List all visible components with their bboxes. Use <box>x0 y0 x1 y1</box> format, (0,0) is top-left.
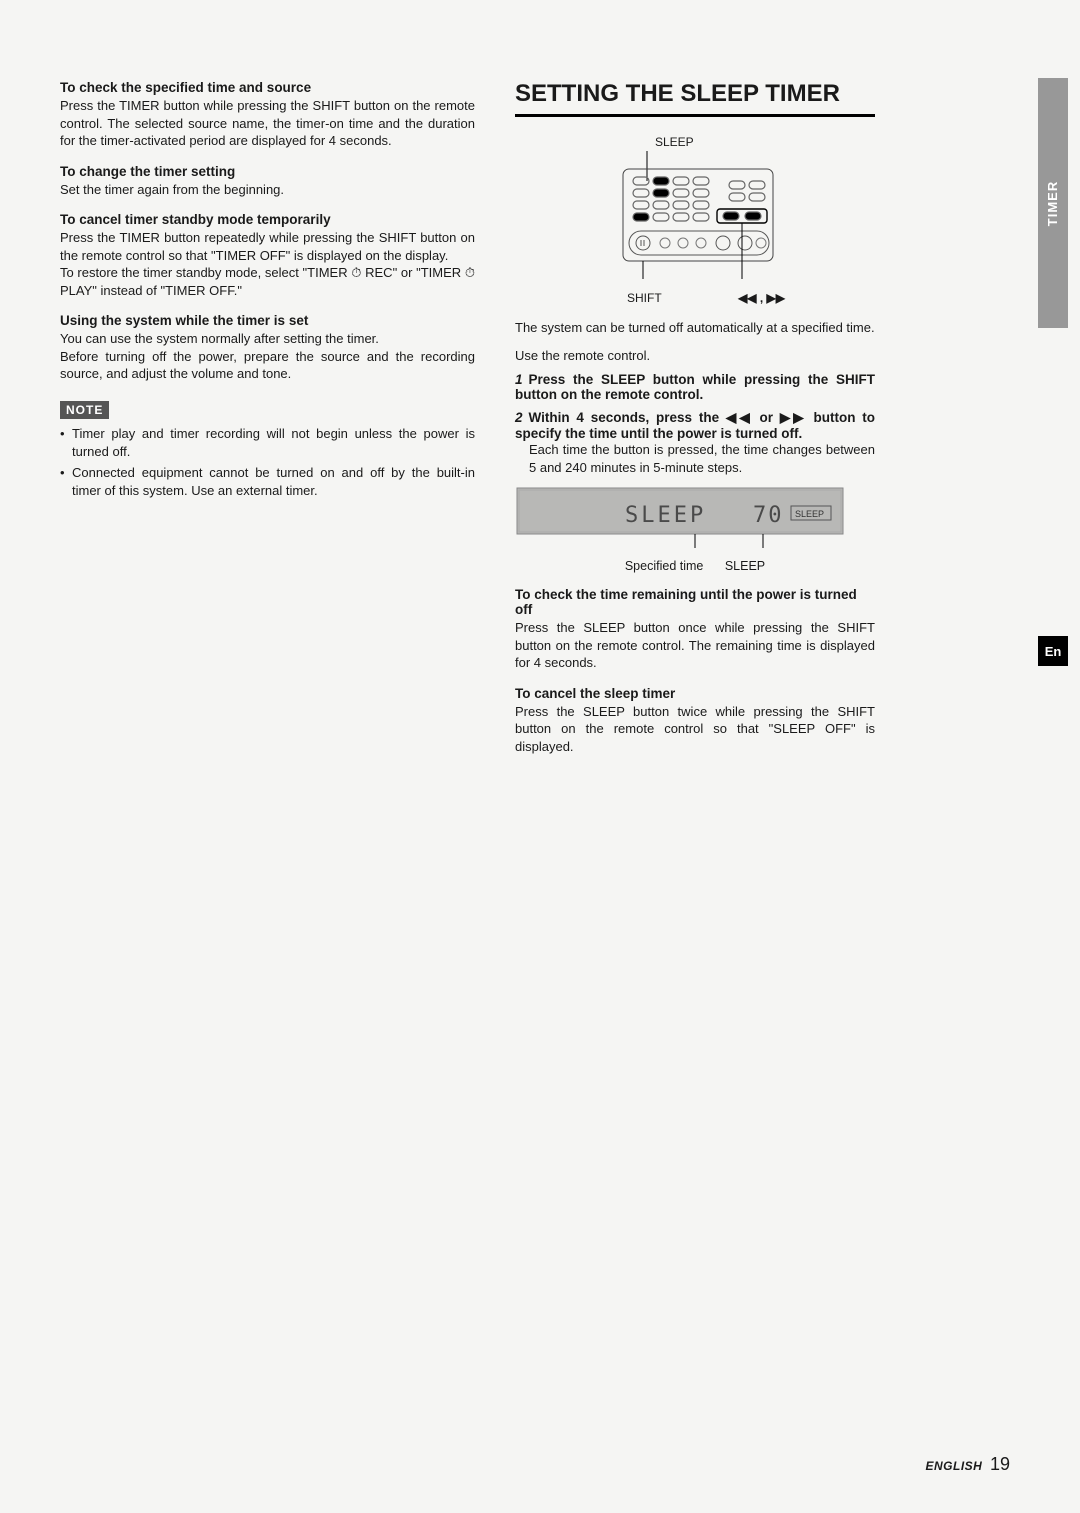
lcd-text-value: 70 <box>753 503 784 528</box>
right-column: SETTING THE SLEEP TIMER SLEEP <box>515 80 875 755</box>
body-using-system-2: Before turning off the power, prepare th… <box>60 348 475 383</box>
footer-page-number: 19 <box>990 1454 1010 1474</box>
note-item: Timer play and timer recording will not … <box>60 425 475 460</box>
body-change-setting: Set the timer again from the beginning. <box>60 181 475 199</box>
lcd-caption-sleep: SLEEP <box>725 559 765 573</box>
side-tab-language: En <box>1038 636 1068 666</box>
step-2-num: 2 <box>515 410 523 425</box>
tab-timer-label: TIMER <box>1046 180 1061 225</box>
note-item: Connected equipment cannot be turned on … <box>60 464 475 499</box>
diagram-label-sleep: SLEEP <box>655 135 805 149</box>
remote-diagram: SLEEP <box>585 135 805 305</box>
intro-1: The system can be turned off automatical… <box>515 319 875 337</box>
body-cancel-standby-1: Press the TIMER button repeatedly while … <box>60 229 475 264</box>
diagram-label-seek: ◀◀ , ▶▶ <box>738 291 785 305</box>
note-badge: NOTE <box>60 401 109 419</box>
step-1-num: 1 <box>515 372 523 387</box>
left-column: To check the specified time and source P… <box>60 80 475 755</box>
body-check-remaining: Press the SLEEP button once while pressi… <box>515 619 875 672</box>
lcd-text-sleep: SLEEP <box>625 503 706 528</box>
step-2: 2Within 4 seconds, press the ◀◀ or ▶▶ bu… <box>515 410 875 441</box>
note-list: Timer play and timer recording will not … <box>60 425 475 499</box>
step-1-text: Press the SLEEP button while pressing th… <box>515 372 875 402</box>
page-footer: ENGLISH 19 <box>926 1454 1011 1475</box>
step-2-body: Each time the button is pressed, the tim… <box>529 441 875 476</box>
step-1: 1Press the SLEEP button while pressing t… <box>515 372 875 402</box>
section-title: SETTING THE SLEEP TIMER <box>515 80 875 117</box>
lcd-caption-time: Specified time <box>625 559 704 573</box>
lcd-diagram: SLEEP 70 SLEEP Specified time SLEEP <box>515 486 875 573</box>
body-using-system-1: You can use the system normally after se… <box>60 330 475 348</box>
step-2-text: Within 4 seconds, press the ◀◀ or ▶▶ but… <box>515 410 875 441</box>
lcd-caption: Specified time SLEEP <box>515 559 875 573</box>
heading-cancel-standby: To cancel timer standby mode temporarily <box>60 212 475 227</box>
heading-change-setting: To change the timer setting <box>60 164 475 179</box>
heading-check-time: To check the specified time and source <box>60 80 475 95</box>
side-tab-timer: TIMER <box>1038 78 1068 328</box>
diagram-label-shift: SHIFT <box>627 291 662 305</box>
body-check-time: Press the TIMER button while pressing th… <box>60 97 475 150</box>
heading-check-remaining: To check the time remaining until the po… <box>515 587 875 617</box>
remote-svg <box>605 151 785 291</box>
footer-language: ENGLISH <box>926 1459 983 1473</box>
body-cancel-sleep: Press the SLEEP button twice while press… <box>515 703 875 756</box>
heading-using-system: Using the system while the timer is set <box>60 313 475 328</box>
intro-2: Use the remote control. <box>515 347 875 365</box>
tab-en-label: En <box>1045 644 1062 659</box>
body-cancel-standby-2: To restore the timer standby mode, selec… <box>60 264 475 299</box>
lcd-indicator: SLEEP <box>795 509 824 519</box>
heading-cancel-sleep: To cancel the sleep timer <box>515 686 875 701</box>
